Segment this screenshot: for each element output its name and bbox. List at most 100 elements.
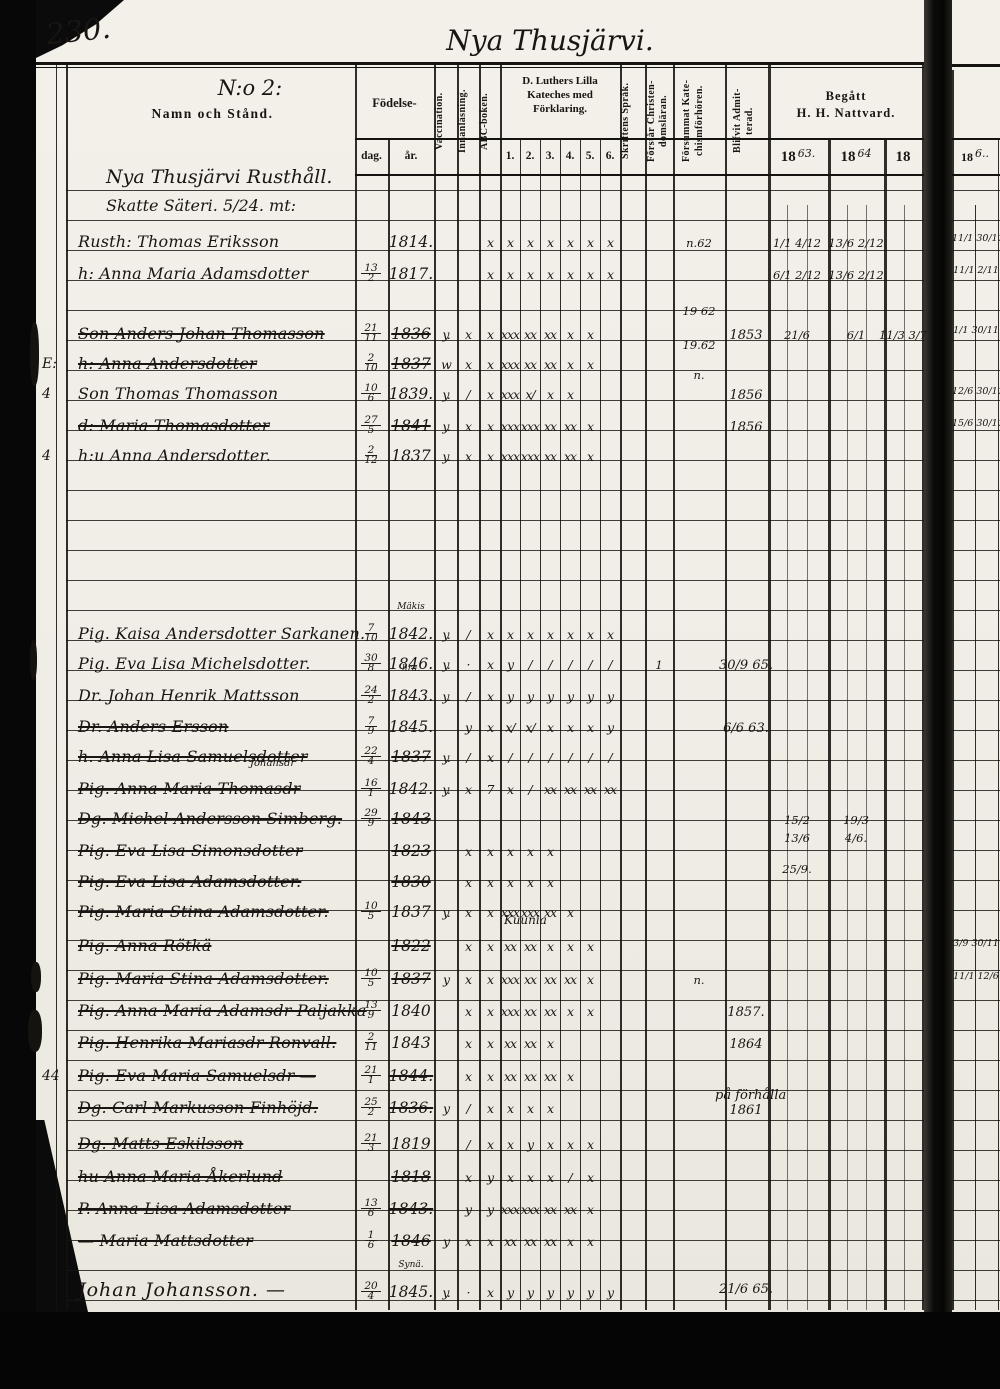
examination-mark: xx <box>523 1069 537 1084</box>
scan-bottom-band <box>0 1312 1000 1389</box>
examination-mark: y <box>486 1202 494 1217</box>
examination-mark: x <box>486 905 494 920</box>
book-gutter <box>924 0 952 1312</box>
examination-mark: x <box>464 1234 472 1249</box>
examination-mark: x <box>506 844 514 859</box>
ruled-line-fragment <box>952 1240 1000 1241</box>
examination-mark: x <box>546 1137 554 1152</box>
ruled-line-fragment <box>952 550 1000 551</box>
column-line <box>884 138 887 1310</box>
examination-mark: xxx <box>500 357 520 372</box>
person-name: — Maria Mattsdotter <box>78 1231 254 1250</box>
examination-mark: x <box>546 939 554 954</box>
fragment-entry: 3/9 30/11 <box>953 938 999 949</box>
record-row: Dg. Matts Eskilsson 21 3 1819/x x y x x x <box>36 1126 924 1153</box>
header-rule <box>952 138 1000 140</box>
examination-mark: / <box>528 657 532 672</box>
birth-year: 1823 <box>391 842 431 860</box>
examination-mark: x <box>486 750 494 765</box>
examination-mark: x <box>546 1101 554 1116</box>
examination-mark: y <box>546 1285 554 1300</box>
examination-mark: xxx <box>520 1202 540 1217</box>
header-rule <box>952 174 1000 176</box>
ruled-line <box>66 760 924 761</box>
birth-year: 1836. <box>388 1099 434 1117</box>
examination-mark: x <box>486 387 494 402</box>
examination-mark: x <box>464 327 472 342</box>
fragment-column-line <box>998 138 999 1310</box>
examination-mark: x <box>526 844 534 859</box>
note-y63: 1/1 4/12 <box>773 236 821 250</box>
birth-year: 1843. <box>388 1200 434 1218</box>
examination-mark: y <box>506 1285 514 1300</box>
birth-year: 1837 <box>391 748 431 766</box>
examination-mark: y. <box>442 387 450 402</box>
examination-mark: y <box>566 1285 574 1300</box>
examination-mark: y. <box>442 449 450 464</box>
record-row: Pig. Kaisa Andersdotter Sarkanen. 7 10 1842… <box>36 602 924 643</box>
examination-mark: x <box>506 1170 514 1185</box>
examination-mark: xxx <box>520 419 540 434</box>
examination-mark: y. <box>442 782 450 797</box>
birth-year: 1840 <box>391 1002 431 1020</box>
examination-mark: x <box>566 1137 574 1152</box>
examination-mark: x <box>566 235 574 250</box>
record-row: 4 h:u Anna Andersdotter. 2 12 1837 y. x x xxx xxx… <box>36 438 924 465</box>
examination-mark: w <box>441 357 452 372</box>
ruled-line-fragment <box>952 490 1000 491</box>
record-row: d: Maria Thomasdotter 27 5 1841 y. x x xxx xxx xx… <box>36 408 924 435</box>
birth-day: 10 6 <box>356 383 386 402</box>
catechism-col-5: 5. <box>585 150 595 162</box>
examination-mark: xxx <box>500 972 520 987</box>
column-line <box>355 65 357 1310</box>
birth-day: 21 11 <box>356 323 386 342</box>
examination-mark: x <box>606 627 614 642</box>
examination-mark: / <box>466 689 470 704</box>
examination-mark: x <box>566 387 574 402</box>
examination-mark: x <box>464 1170 472 1185</box>
examination-mark: x <box>506 267 514 282</box>
examination-mark: / <box>588 750 592 765</box>
ruled-line <box>66 280 924 281</box>
examination-mark: x <box>464 844 472 859</box>
birth-day: 27 5 <box>356 415 386 434</box>
note-y63: 6/1 2/12 <box>773 268 821 282</box>
group-title-line2: Skatte Säteri. 5/24. mt: <box>106 196 297 215</box>
birth-year: 1842. <box>388 780 434 798</box>
ruled-line-fragment <box>952 340 1000 341</box>
examination-mark: x <box>566 357 574 372</box>
person-name: Pig. Anna Maria Adamsdr Paljakka <box>78 1001 367 1020</box>
examination-mark: xx <box>563 449 577 464</box>
column-line <box>56 65 57 1310</box>
ruled-line <box>66 340 924 341</box>
examination-mark: x <box>464 972 472 987</box>
examination-mark: x <box>586 327 594 342</box>
examination-mark: x <box>464 905 472 920</box>
examination-mark: xx <box>543 905 557 920</box>
ruled-line <box>66 1030 924 1031</box>
birth-year: 1841 <box>391 417 431 435</box>
column-line <box>600 138 601 1310</box>
examination-mark: x <box>546 844 554 859</box>
examination-mark: xx <box>503 1069 517 1084</box>
fragment-entry: 11/1 30/11 <box>952 233 1000 244</box>
examination-mark: xx <box>543 327 557 342</box>
catechism-col-2: 2. <box>525 150 535 162</box>
column-header-year: år. <box>404 150 418 162</box>
examination-mark: xx <box>543 357 557 372</box>
ruled-line-fragment <box>952 460 1000 461</box>
examination-mark: x <box>586 939 594 954</box>
examination-mark: / <box>528 782 532 797</box>
record-row: 44 Pig. Eva Maria Samuelsdr —21 1 1844. x x xx… <box>36 1058 924 1085</box>
examination-mark: x <box>486 449 494 464</box>
margin-mark: 4 <box>42 386 51 402</box>
birth-year: 1837 <box>391 970 431 988</box>
ruled-line <box>66 790 924 791</box>
row-annotation: Kuunia <box>504 913 547 927</box>
fragment-year-header: 18 6.. <box>961 146 989 164</box>
birth-year-note: Synä. <box>398 1260 424 1270</box>
birth-year: 1844. <box>388 1067 434 1085</box>
examination-mark: x <box>486 357 494 372</box>
examination-mark: x <box>486 972 494 987</box>
